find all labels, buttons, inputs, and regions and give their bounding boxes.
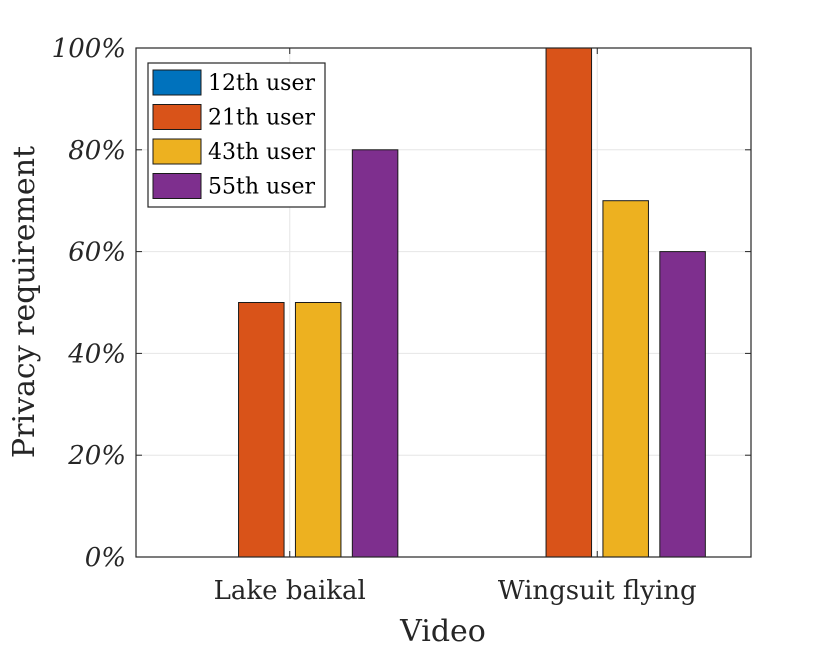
y-tick-label: 0% xyxy=(85,543,126,573)
y-axis-title: Privacy requirement xyxy=(7,146,42,458)
plot-area-frame xyxy=(135,47,752,558)
legend-label: 43th user xyxy=(208,140,315,165)
legend-swatch xyxy=(152,173,202,199)
legend: 12th user 21th user 43th user 55th user xyxy=(147,62,326,208)
bar-43th-user-lake-baikal xyxy=(294,302,342,558)
legend-swatch xyxy=(152,104,202,130)
bars xyxy=(238,47,706,558)
y-tick-label: 20% xyxy=(67,441,126,471)
bar-43th-user-wingsuit-flying xyxy=(602,200,649,558)
axis-ticks: 0% 20% 40% 60% 80% 100% Lake baikal Wingsuit fl… xyxy=(52,34,751,606)
bar-21th-user-lake-baikal xyxy=(238,302,285,558)
legend-swatch xyxy=(152,69,202,96)
y-tick-label: 80% xyxy=(68,136,126,166)
bar-21th-user-wingsuit-flying xyxy=(545,47,593,558)
bar-55th-user-lake-baikal xyxy=(351,149,399,558)
bar-55th-user-wingsuit-flying xyxy=(659,251,706,558)
legend-label: 12th user xyxy=(208,71,315,96)
x-tick-label: Lake baikal xyxy=(214,576,366,606)
y-tick-label: 100% xyxy=(52,34,126,64)
x-tick-label: Wingsuit flying xyxy=(498,576,697,606)
legend-label: 21th user xyxy=(208,106,315,131)
legend-label: 55th user xyxy=(208,175,315,200)
x-axis-title: Video xyxy=(399,614,486,649)
legend-swatch xyxy=(152,138,202,165)
y-tick-label: 40% xyxy=(67,339,126,369)
y-tick-label: 60% xyxy=(68,238,126,268)
